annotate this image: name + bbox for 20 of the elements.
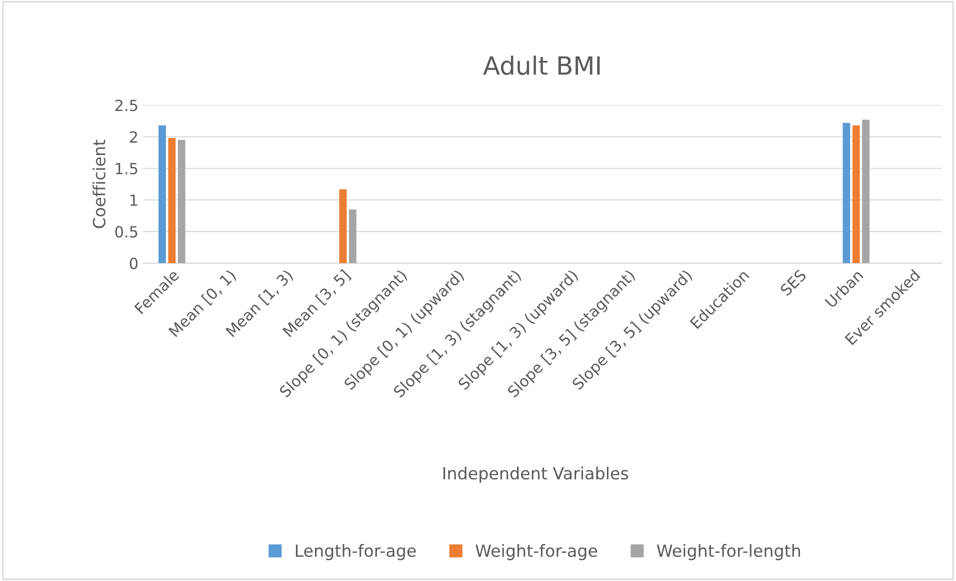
y-tick-label: 2 xyxy=(130,131,138,143)
bar xyxy=(842,122,850,264)
bar xyxy=(178,140,186,264)
bar xyxy=(348,209,356,264)
y-tick-label: 0.5 xyxy=(115,226,138,238)
bar xyxy=(158,125,166,264)
bar xyxy=(852,125,860,264)
legend-label: Length-for-age xyxy=(296,544,416,560)
legend-label: Weight-for-age xyxy=(476,544,598,560)
bar xyxy=(862,120,870,264)
y-tick-label: 2.5 xyxy=(115,100,138,112)
bar xyxy=(168,138,176,264)
legend-label: Weight-for-length xyxy=(656,544,800,560)
y-tick-label: 0 xyxy=(130,258,138,270)
bar xyxy=(339,189,347,264)
y-axis-title: Coefficient xyxy=(92,140,106,228)
x-axis-title: Independent Variables xyxy=(443,466,628,483)
y-tick-label: 1 xyxy=(130,194,138,206)
chart-title: Adult BMI xyxy=(483,56,600,75)
y-tick-label: 1.5 xyxy=(116,163,138,174)
